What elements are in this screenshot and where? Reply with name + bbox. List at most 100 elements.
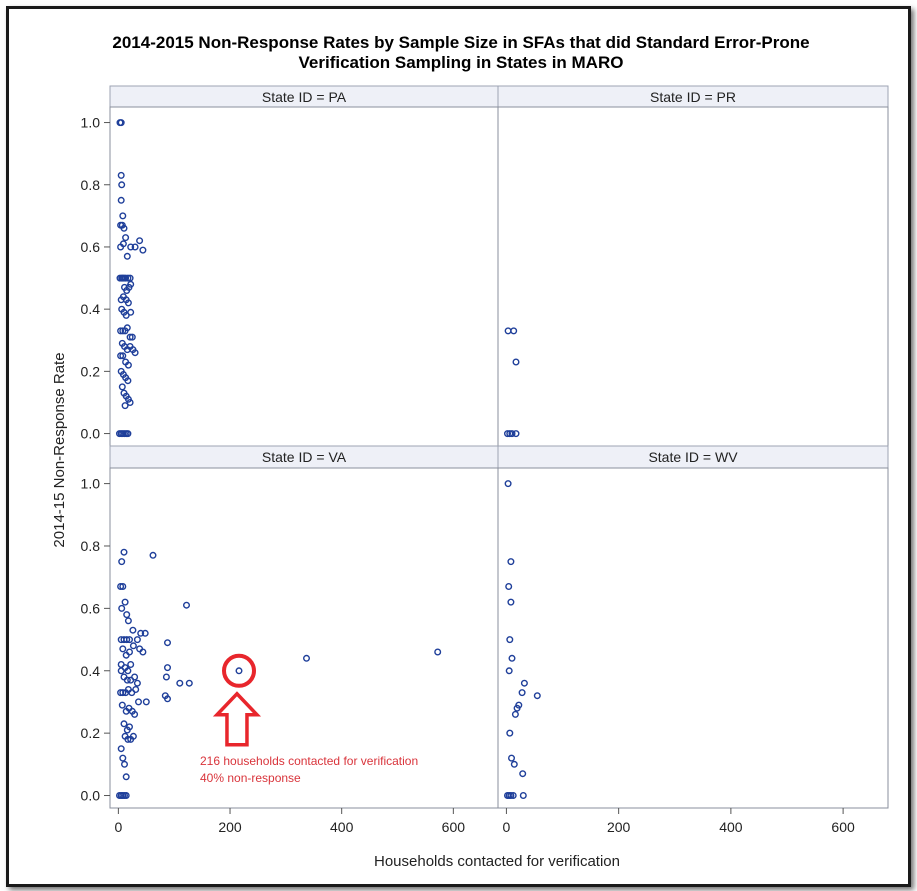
data-point	[149, 551, 157, 559]
data-point	[124, 667, 132, 675]
data-point	[512, 430, 520, 438]
data-point	[117, 196, 125, 204]
data-point	[123, 611, 131, 619]
data-point	[508, 754, 516, 762]
data-point	[124, 361, 132, 369]
data-point	[133, 679, 141, 687]
data-point	[119, 645, 127, 653]
x-tick-label: 600	[442, 819, 466, 835]
data-point	[118, 604, 126, 612]
x-tick-label: 400	[719, 819, 743, 835]
data-point	[124, 274, 132, 282]
data-point	[117, 327, 125, 335]
panel-strip-label: State ID = PA	[262, 89, 347, 105]
data-point	[128, 333, 136, 341]
data-point	[139, 648, 147, 656]
data-point	[119, 754, 127, 762]
data-point	[123, 676, 131, 684]
data-point	[120, 760, 128, 768]
data-point	[434, 648, 442, 656]
data-point	[520, 679, 528, 687]
data-point	[519, 792, 527, 800]
data-point	[117, 667, 125, 675]
data-point	[141, 629, 149, 637]
data-point	[117, 119, 125, 127]
data-point	[136, 237, 144, 245]
data-point	[518, 689, 526, 697]
data-point	[126, 333, 134, 341]
data-point	[124, 299, 132, 307]
data-point	[120, 720, 128, 728]
panel-plot-area	[109, 106, 499, 447]
panel-0: State ID = PA	[109, 85, 499, 447]
data-point	[117, 745, 125, 753]
data-point	[122, 234, 130, 242]
y-tick-label: 0.8	[81, 538, 101, 554]
data-point	[122, 773, 130, 781]
panel-strip-label: State ID = VA	[262, 449, 347, 465]
data-point	[510, 327, 518, 335]
data-point	[162, 673, 170, 681]
y-tick-label: 1.0	[81, 115, 101, 131]
data-point	[519, 770, 527, 778]
y-tick-label: 0.4	[81, 301, 101, 317]
data-point	[119, 583, 127, 591]
data-point	[163, 664, 171, 672]
data-point	[131, 243, 139, 251]
data-point	[510, 760, 518, 768]
data-point	[124, 735, 132, 743]
data-point	[129, 732, 137, 740]
chart-title-line-2: Verification Sampling in States in MARO	[299, 53, 624, 72]
data-point	[303, 654, 311, 662]
data-point	[508, 430, 516, 438]
data-point	[118, 701, 126, 709]
data-point	[119, 212, 127, 220]
data-point	[125, 723, 133, 731]
x-tick-label: 0	[503, 819, 511, 835]
y-tick-label: 0.0	[81, 426, 101, 442]
y-tick-label: 0.8	[81, 177, 101, 193]
data-point	[508, 654, 516, 662]
data-point	[142, 698, 150, 706]
y-tick-label: 0.2	[81, 725, 101, 741]
y-axis-label: 2014-15 Non-Response Rate	[51, 352, 68, 547]
data-point	[119, 240, 127, 248]
data-point	[139, 246, 147, 254]
panel-3: State ID = WV	[497, 445, 889, 809]
data-point	[123, 636, 131, 644]
data-point	[185, 679, 193, 687]
annotation-text: 216 households contacted for verificatio…	[200, 754, 418, 768]
data-point	[118, 181, 126, 189]
data-point	[129, 642, 137, 650]
data-point	[163, 639, 171, 647]
panel-1: State ID = PR	[497, 85, 889, 447]
data-point	[117, 171, 125, 179]
data-point	[120, 548, 128, 556]
data-point	[507, 558, 515, 566]
panel-plot-area	[497, 467, 889, 809]
x-tick-label: 600	[831, 819, 855, 835]
panel-2: State ID = VA 216 households contacted fo…	[109, 445, 499, 809]
data-point	[117, 352, 125, 360]
data-point	[122, 792, 130, 800]
data-point	[512, 358, 520, 366]
panel-strip-label: State ID = WV	[648, 449, 738, 465]
data-point	[127, 243, 135, 251]
data-point	[511, 710, 519, 718]
data-point	[119, 327, 127, 335]
data-point	[131, 349, 139, 357]
x-tick-label: 400	[330, 819, 354, 835]
data-point	[132, 686, 140, 694]
highlight-arrow-icon	[212, 691, 262, 747]
data-point	[118, 383, 126, 391]
data-point	[133, 636, 141, 644]
y-tick-label: 0.4	[81, 663, 101, 679]
data-point	[505, 667, 513, 675]
data-point	[120, 224, 128, 232]
data-point	[505, 583, 513, 591]
data-point	[507, 792, 515, 800]
data-point	[176, 679, 184, 687]
data-point	[129, 626, 137, 634]
data-point	[513, 704, 521, 712]
chart-title-line-1: 2014-2015 Non-Response Rates by Sample S…	[112, 33, 809, 52]
